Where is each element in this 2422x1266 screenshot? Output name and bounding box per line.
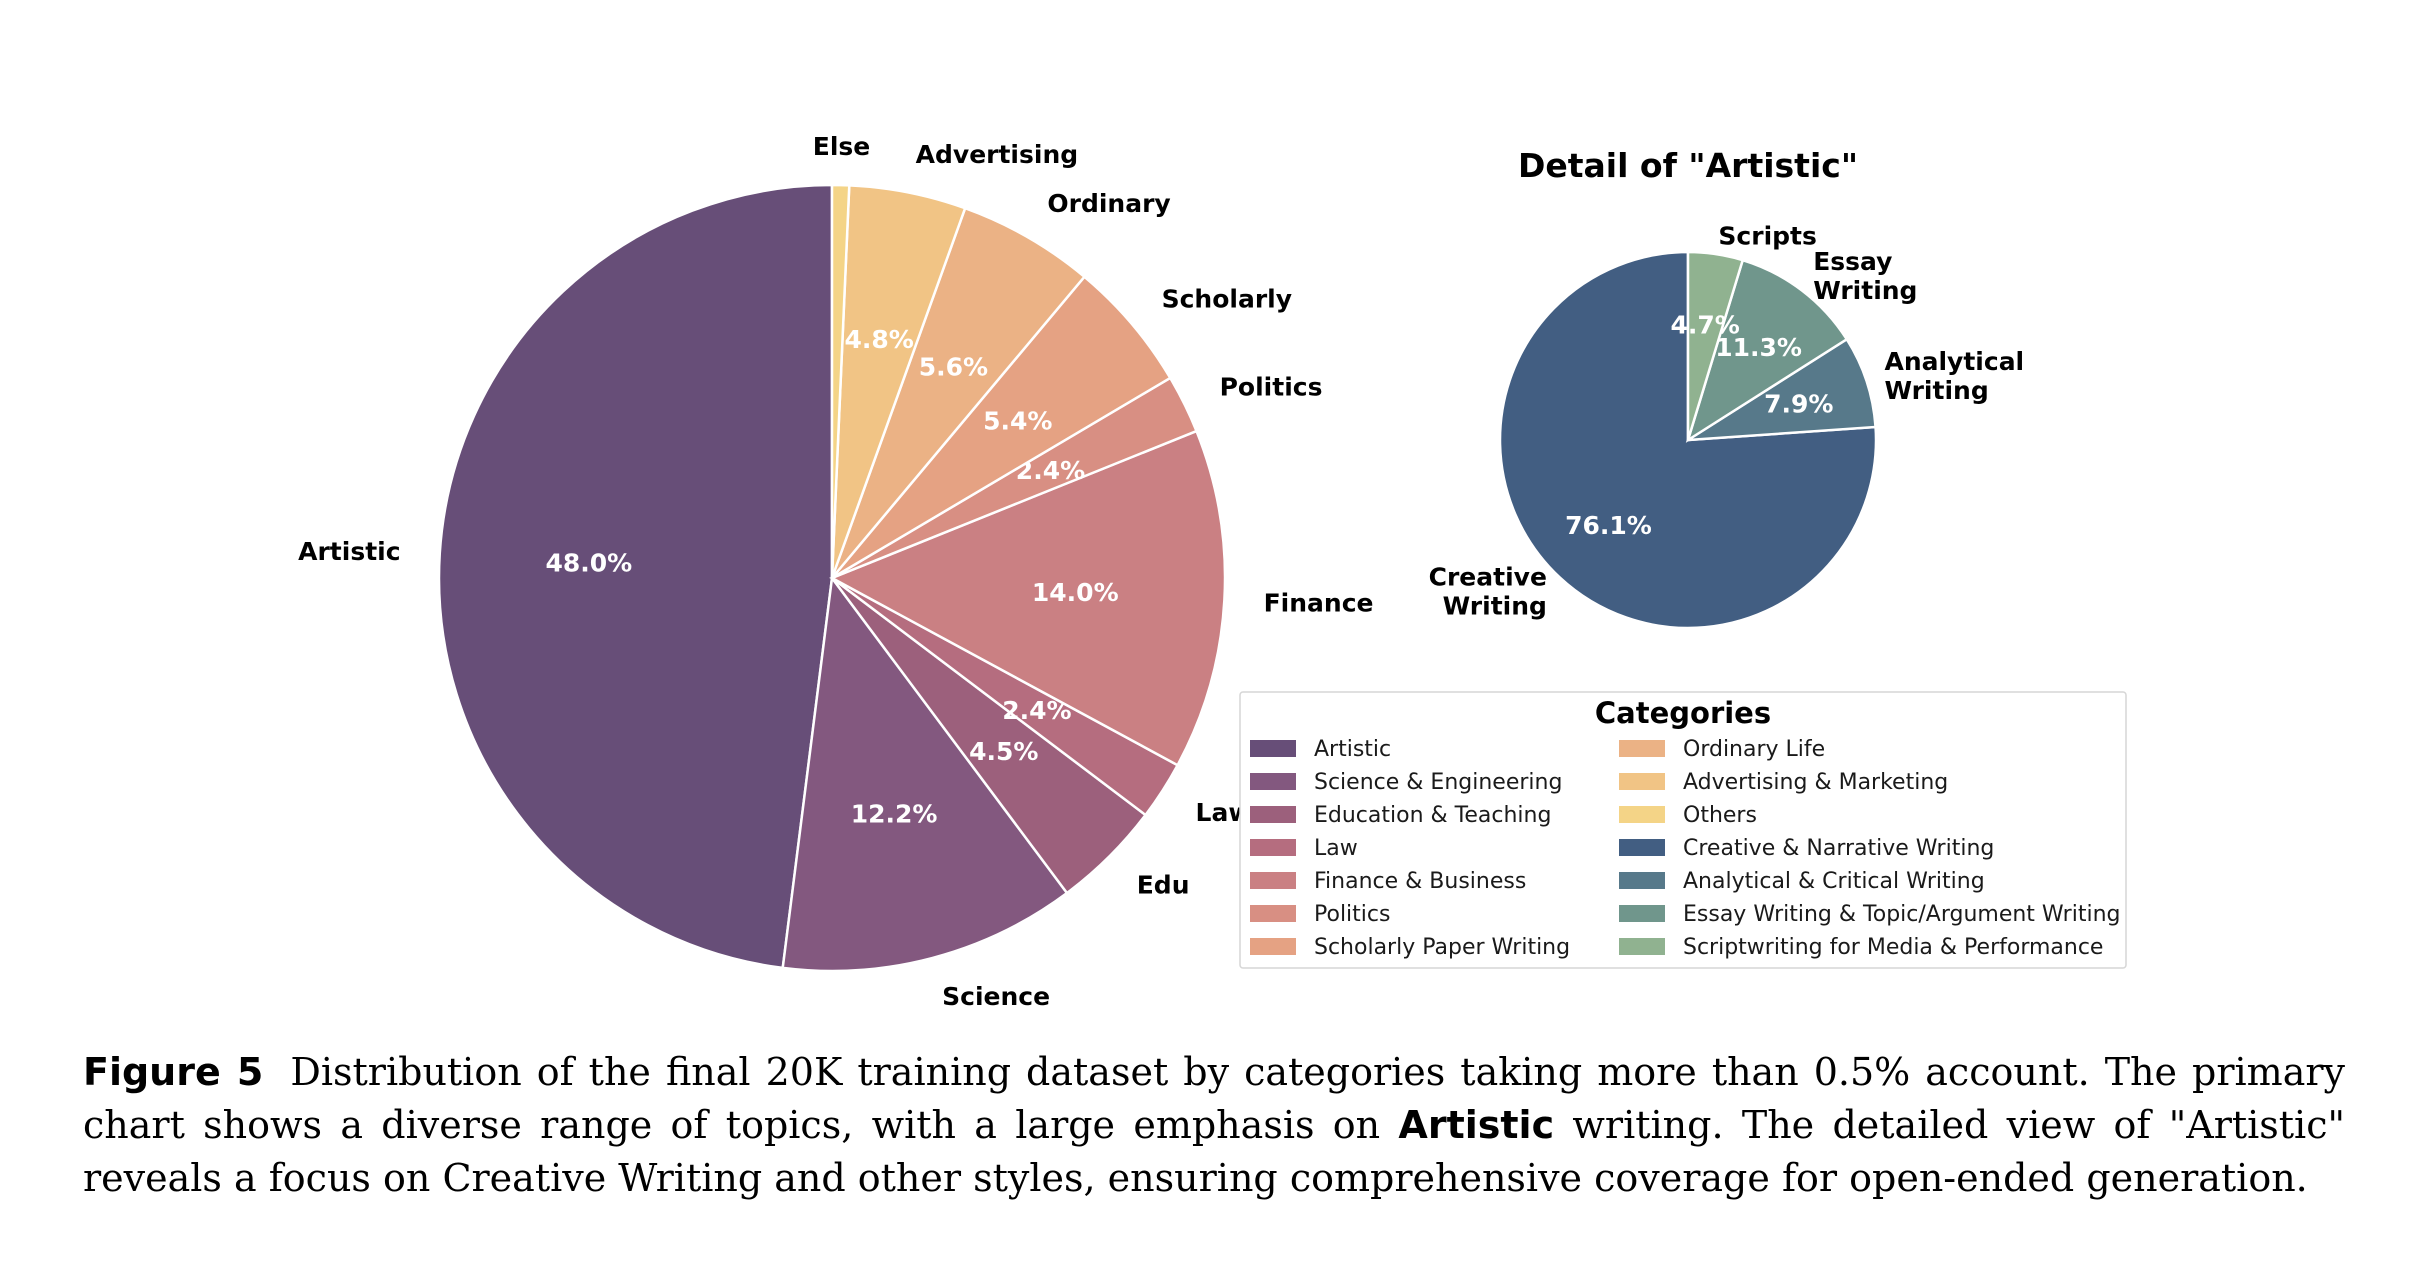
legend-items: Artistic Science & Engineering Education &…	[1250, 737, 2121, 960]
caption-text-1: Distribution of the final 20K training d…	[83, 1050, 2345, 1147]
legend-swatch-others	[1619, 806, 1665, 823]
legend-label-creative-narrative-writing: Creative & Narrative Writing	[1683, 836, 1994, 861]
legend-label-finance-business: Finance & Business	[1314, 869, 1526, 894]
legend-swatch-creative-narrative-writing	[1619, 839, 1665, 856]
legend-swatch-science-engineering	[1250, 773, 1296, 790]
pie0-category-label-else: Else	[813, 132, 870, 161]
detail-pie-chart: 76.1% Creative Writing 7.9% Analytical Writin…	[1429, 221, 2024, 630]
pie0-category-label-finance: Finance	[1264, 588, 1374, 617]
legend-label-essay-writing-topic-argument-writing: Essay Writing & Topic/Argument Writing	[1683, 902, 2121, 927]
pie0-slice-ordinary	[830, 206, 1087, 579]
figure-caption: Figure 5 Distribution of the final 20K t…	[83, 1046, 2345, 1205]
legend-label-politics: Politics	[1314, 902, 1390, 927]
pie0-category-label-artistic: Artistic	[298, 537, 400, 566]
pie0-pct-label-finance: 14.0%	[1032, 578, 1119, 607]
legend-label-ordinary-life: Ordinary Life	[1683, 737, 1825, 762]
pie0-category-label-politics: Politics	[1220, 373, 1323, 402]
legend-label-education-teaching: Education & Teaching	[1314, 803, 1551, 828]
detail-chart-title: Detail of "Artistic"	[1518, 146, 1858, 185]
legend-swatch-law	[1250, 839, 1296, 856]
caption-text-2: writing. The detailed view of "Artistic"…	[83, 1103, 2345, 1200]
pie0-pct-label-ordinary: 5.6%	[919, 353, 988, 382]
legend-label-analytical-critical-writing: Analytical & Critical Writing	[1683, 869, 1985, 894]
pie0-pct-label-artistic: 48.0%	[545, 549, 632, 578]
pie1-slice-scripts	[1686, 250, 1745, 441]
pie0-category-label-scholarly: Scholarly	[1162, 284, 1292, 313]
legend-label-scholarly-paper-writing: Scholarly Paper Writing	[1314, 935, 1570, 960]
pie0-category-label-advertising: Advertising	[916, 140, 1078, 169]
legend: Categories Artistic Science & Engineering…	[1239, 691, 2127, 969]
pie1-category-label-creative-writing: Creative Writing	[1429, 563, 1547, 621]
legend-label-artistic: Artistic	[1314, 737, 1391, 762]
legend-frame	[1239, 691, 2127, 969]
pie1-pct-label-scripts: 4.7%	[1670, 311, 1739, 340]
pie1-slice-analytical-writing	[1687, 337, 1877, 442]
pie1-category-label-scripts: Scripts	[1718, 221, 1816, 250]
pie0-slice-finance	[829, 429, 1227, 767]
legend-swatch-ordinary-life	[1619, 740, 1665, 757]
pie0-pct-label-edu: 4.5%	[969, 737, 1038, 766]
pie0-slice-artistic	[437, 183, 834, 970]
pie0-category-label-edu: Edu	[1137, 871, 1190, 900]
pie0-category-label-science: Science	[942, 982, 1050, 1011]
legend-swatch-scholarly-paper-writing	[1250, 938, 1296, 955]
pie0-slice-science	[781, 574, 1069, 973]
pie0-slice-else	[830, 183, 851, 579]
pie1-pct-label-essay-writing: 11.3%	[1715, 333, 1802, 362]
pie1-category-label-essay-writing: Essay Writing	[1813, 247, 1917, 305]
pie1-category-label-analytical-writing: Analytical Writing	[1884, 347, 2024, 405]
legend-swatch-finance-business	[1250, 872, 1296, 889]
legend-swatch-scriptwriting-for-media-performance	[1619, 938, 1665, 955]
legend-swatch-politics	[1250, 905, 1296, 922]
legend-title: Categories	[1595, 696, 1771, 730]
legend-swatch-advertising-marketing	[1619, 773, 1665, 790]
caption-label: Figure 5	[83, 1050, 264, 1094]
pie0-pct-label-advertising: 4.8%	[844, 325, 913, 354]
caption-emphasis: Artistic	[1398, 1103, 1555, 1147]
pie0-pct-label-scholarly: 5.4%	[983, 406, 1052, 435]
main-pie-chart: 48.0%Artistic12.2%Science4.5%Edu2.4%Law1…	[298, 132, 1373, 1011]
legend-swatch-essay-writing-topic-argument-writing	[1619, 905, 1665, 922]
legend-swatch-education-teaching	[1250, 806, 1296, 823]
legend-label-advertising-marketing: Advertising & Marketing	[1683, 770, 1948, 795]
pie0-category-label-ordinary: Ordinary	[1047, 189, 1170, 218]
pie1-pct-label-analytical-writing: 7.9%	[1764, 390, 1833, 419]
legend-label-others: Others	[1683, 803, 1757, 828]
pie0-pct-label-science: 12.2%	[851, 800, 938, 829]
legend-swatch-analytical-critical-writing	[1619, 872, 1665, 889]
legend-swatch-artistic	[1250, 740, 1296, 757]
legend-label-law: Law	[1314, 836, 1358, 861]
legend-label-science-engineering: Science & Engineering	[1314, 770, 1562, 795]
pie1-slice-essay-writing	[1685, 258, 1849, 443]
pie0-slice-scholarly	[831, 275, 1172, 580]
pie1-pct-label-creative-writing: 76.1%	[1565, 511, 1652, 540]
legend-label-scriptwriting-for-media-performance: Scriptwriting for Media & Performance	[1683, 935, 2103, 960]
